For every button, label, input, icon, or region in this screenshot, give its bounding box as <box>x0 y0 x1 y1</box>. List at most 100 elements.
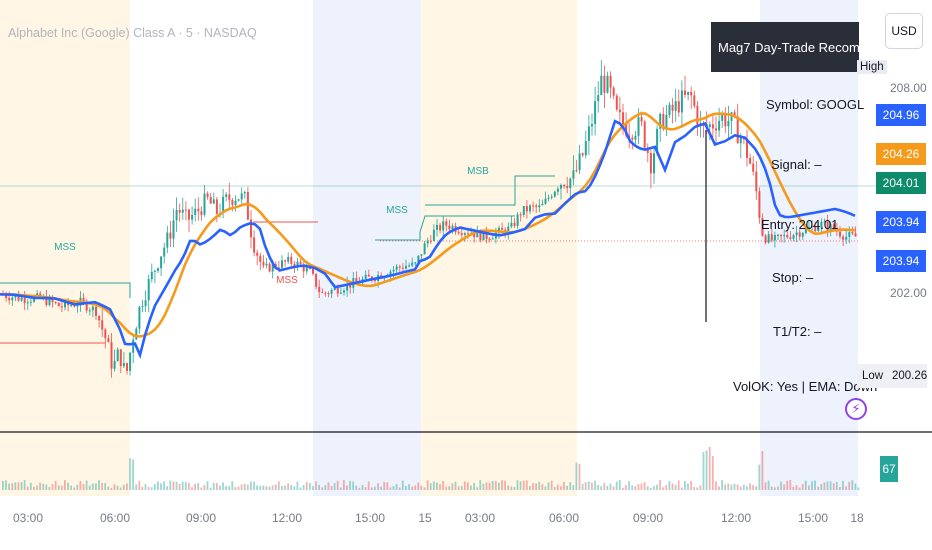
volume-bar <box>513 486 516 490</box>
volume-bar <box>476 487 479 490</box>
volume-bar <box>550 480 553 490</box>
candle-body <box>808 226 810 228</box>
volume-bar <box>612 486 615 490</box>
candle-body <box>141 306 144 308</box>
panel-signal: Signal: – <box>771 157 822 172</box>
candle-body <box>172 220 175 239</box>
volume-bar <box>659 480 661 490</box>
volume-bar <box>702 451 705 490</box>
volume-bars <box>2 447 860 490</box>
volume-bar <box>225 485 227 490</box>
currency-button[interactable]: USD <box>885 13 923 49</box>
volume-bar <box>668 481 671 490</box>
volume-bar <box>395 484 398 490</box>
volume-bar <box>253 481 255 490</box>
volume-bar <box>11 483 14 490</box>
volume-bar <box>104 482 107 490</box>
volume-bar <box>708 447 711 490</box>
volume-bar <box>690 481 692 490</box>
candle-body <box>287 256 290 262</box>
candle-body <box>262 261 265 266</box>
volume-bar <box>516 480 519 490</box>
volume-bar <box>730 484 733 490</box>
volume-bar <box>119 487 122 490</box>
candle-body <box>408 265 411 267</box>
volume-bar <box>693 487 696 490</box>
volume-bar <box>563 482 565 490</box>
volume-bar <box>389 487 392 490</box>
panel-stop: Stop: – <box>772 270 814 285</box>
volume-bar <box>770 486 773 490</box>
volume-bar <box>150 487 153 490</box>
candle-body <box>178 209 181 213</box>
volume-bar <box>646 486 649 490</box>
candle-body <box>160 256 163 269</box>
low-label: Low <box>862 370 884 382</box>
candle-body <box>665 114 668 130</box>
candle-body <box>463 233 466 235</box>
volume-bar <box>439 484 441 490</box>
volume-bar <box>82 484 85 490</box>
volume-bar <box>594 480 596 490</box>
volume-bar <box>386 482 389 490</box>
volume-bar <box>42 483 45 490</box>
panel-targets: T1/T2: – <box>773 324 822 339</box>
candle-body <box>395 266 398 270</box>
candle-body <box>736 116 739 144</box>
volume-bar <box>684 481 686 490</box>
volume-bar <box>401 480 404 490</box>
candle-body <box>727 120 730 127</box>
volume-bar <box>330 486 333 490</box>
volume-bar <box>312 486 314 490</box>
volume-bar <box>460 485 463 490</box>
volume-bar <box>169 480 172 490</box>
candle-body <box>677 101 680 113</box>
candle-body <box>569 178 572 189</box>
candle-body <box>70 305 73 307</box>
volume-bar <box>671 483 674 490</box>
volume-bar <box>408 484 410 490</box>
time-axis: 03:00 06:00 09:00 12:00 15:00 15 03:00 06:00 09:… <box>13 511 864 525</box>
volume-bar <box>17 482 20 490</box>
volume-bar <box>70 485 72 490</box>
vwap-price-tag: 204.96 <box>876 104 926 126</box>
candle-body <box>228 194 231 201</box>
volume-bar <box>758 464 761 490</box>
candle-body <box>538 205 541 208</box>
candle-body <box>163 247 166 257</box>
volume-bar <box>88 485 91 490</box>
lightning-icon[interactable]: ⚡ <box>845 398 867 420</box>
candle-body <box>460 233 463 235</box>
candle-body <box>519 214 522 216</box>
candle-body <box>566 186 569 189</box>
candle-body <box>389 271 392 276</box>
candle-body <box>150 271 153 280</box>
candle-body <box>26 302 29 304</box>
volume-bar <box>426 480 429 490</box>
candle-body <box>442 221 445 231</box>
candle-body <box>318 286 321 293</box>
candle-body <box>801 233 804 237</box>
candle-body <box>708 124 711 128</box>
candle-body <box>770 234 773 241</box>
premarket-session-bg-2 <box>421 0 577 496</box>
candle-body <box>749 157 752 164</box>
candle-body <box>832 224 835 230</box>
volume-bar <box>597 484 599 490</box>
volume-bar <box>823 482 826 490</box>
time-tick-label: 15:00 <box>798 511 828 525</box>
candle-body <box>222 196 225 214</box>
candle-body <box>206 193 209 197</box>
ema-price-tag: 204.26 <box>876 143 926 165</box>
volume-bar <box>240 484 243 490</box>
candle-body <box>501 227 504 230</box>
candle-body <box>668 104 671 115</box>
volume-bar <box>498 482 500 490</box>
volume-bar <box>575 462 578 490</box>
candle-body <box>848 232 851 237</box>
panel-symbol: Symbol: GOOGL <box>766 97 865 112</box>
candle-body <box>194 208 197 215</box>
candle-body <box>122 363 125 367</box>
candle-body <box>507 226 510 235</box>
